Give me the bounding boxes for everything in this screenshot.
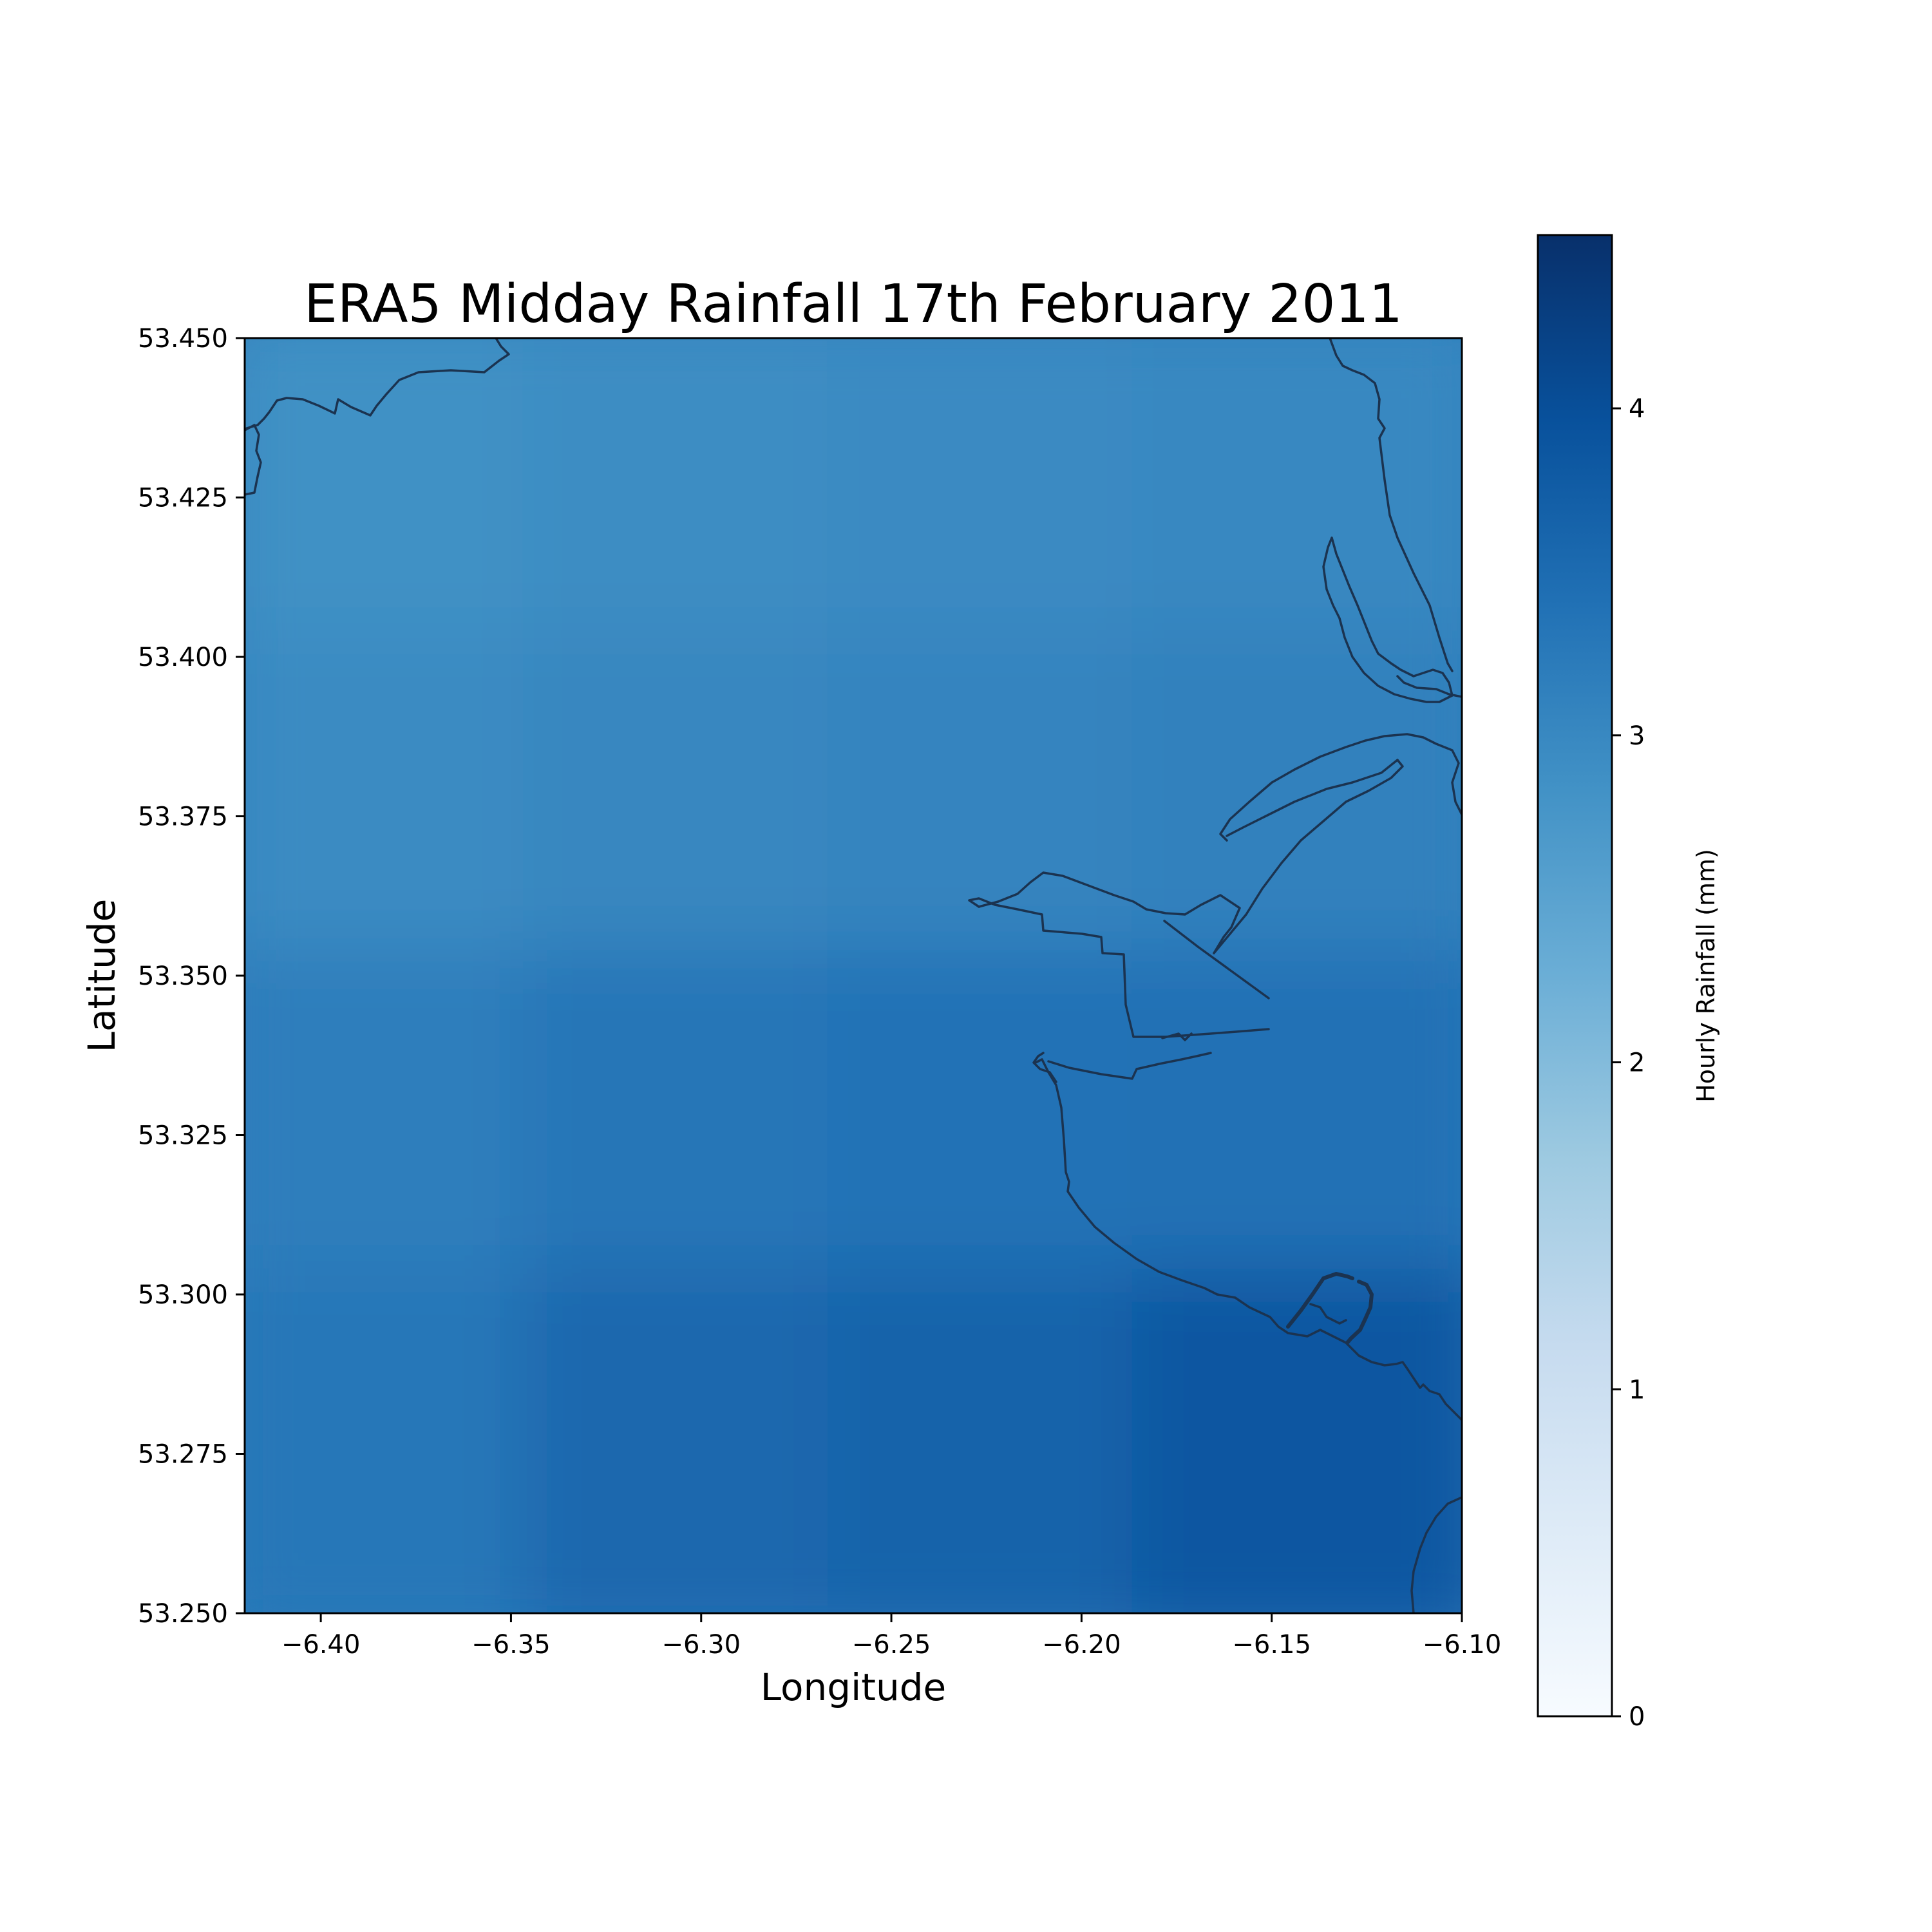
- coastline-harbour-pier: [1345, 1280, 1374, 1345]
- coastline-bay-south-edge: [1047, 1052, 1212, 1080]
- colorbar-tick-label: 0: [1629, 1702, 1645, 1732]
- heatmap-cell: [828, 338, 1184, 683]
- coastline-southeast: [1034, 1058, 1462, 1421]
- colorbar: 0 1 2 3 4 Hourly Rainfall (mm): [1537, 234, 1720, 1732]
- coastline-northeast: [1329, 338, 1454, 672]
- coastline-harbour-inner: [1309, 1303, 1347, 1325]
- coastline-bay-start: [1032, 1052, 1057, 1083]
- coastline: [245, 338, 1462, 1613]
- plot-area: −6.40 −6.35 −6.30 −6.25 −6.20 −6.15 −6.10 53.2…: [138, 324, 1501, 1660]
- colorbar-tick-label: 3: [1629, 721, 1645, 751]
- coastline-inlet: [1396, 675, 1462, 698]
- heatmap-cell: [523, 631, 879, 1001]
- coastline-south-wall: [1161, 1032, 1193, 1041]
- chart-title: ERA5 Midday Rainfall 17th February 2011: [304, 274, 1403, 335]
- heatmap-cell: [523, 338, 879, 683]
- x-tick-label: −6.10: [1423, 1630, 1502, 1660]
- heatmap-cell: [523, 950, 879, 1320]
- y-tick-label: 53.250: [138, 1599, 228, 1629]
- heatmap-cell: [245, 338, 575, 683]
- heatmap-cell: [828, 1269, 1184, 1613]
- colorbar-tick-label: 2: [1629, 1048, 1645, 1078]
- x-axis-label: Longitude: [761, 1665, 946, 1709]
- colorbar-tick-label: 4: [1629, 394, 1645, 424]
- coastline-island: [1322, 536, 1454, 703]
- coastline-breakwater: [1163, 920, 1270, 999]
- coastline-bay-north: [1219, 733, 1462, 842]
- colorbar-ticks: 0 1 2 3 4: [1612, 394, 1645, 1732]
- colorbar-gradient: [1537, 234, 1613, 1718]
- coastline-bay-channel: [1213, 759, 1404, 954]
- y-axis-ticks: 53.250 53.275 53.300 53.325 53.350 53.375 53.4…: [138, 324, 245, 1629]
- y-tick-label: 53.325: [138, 1121, 228, 1151]
- coastline-southeast-tip: [1410, 1496, 1462, 1613]
- x-tick-label: −6.40: [281, 1630, 361, 1660]
- y-tick-label: 53.375: [138, 802, 228, 832]
- heatmap-cell: [1132, 631, 1462, 1001]
- heatmap-cell: [1132, 950, 1462, 1320]
- coastline-north: [245, 338, 510, 430]
- coastline-harbour: [1286, 1272, 1354, 1329]
- heatmap-cell: [1132, 1269, 1462, 1613]
- y-tick-label: 53.425: [138, 484, 228, 513]
- x-tick-label: −6.15: [1232, 1630, 1311, 1660]
- heatmap-cell: [523, 1269, 879, 1613]
- colorbar-label: Hourly Rainfall (mm): [1692, 849, 1720, 1103]
- y-tick-label: 53.300: [138, 1280, 228, 1310]
- heatmap-cell: [245, 1269, 575, 1613]
- x-tick-label: −6.30: [661, 1630, 741, 1660]
- x-tick-label: −6.20: [1042, 1630, 1121, 1660]
- heatmap-cell: [828, 631, 1184, 1001]
- rainfall-field: [245, 338, 1462, 1613]
- x-tick-label: −6.35: [471, 1630, 551, 1660]
- y-tick-label: 53.275: [138, 1440, 228, 1470]
- heatmap-cell: [245, 950, 575, 1320]
- heatmap-cell: [828, 950, 1184, 1320]
- heatmap-cell: [245, 631, 575, 1001]
- x-tick-label: −6.25: [852, 1630, 931, 1660]
- coastline-port: [978, 871, 1241, 954]
- colorbar-tick-label: 1: [1629, 1375, 1645, 1405]
- y-tick-label: 53.400: [138, 643, 228, 672]
- heatmap-cell: [1132, 338, 1462, 683]
- y-tick-label: 53.450: [138, 324, 228, 354]
- x-axis-ticks: −6.40 −6.35 −6.30 −6.25 −6.20 −6.15 −6.10: [281, 1613, 1501, 1660]
- y-axis-label: Latitude: [80, 899, 124, 1053]
- y-tick-label: 53.350: [138, 961, 228, 991]
